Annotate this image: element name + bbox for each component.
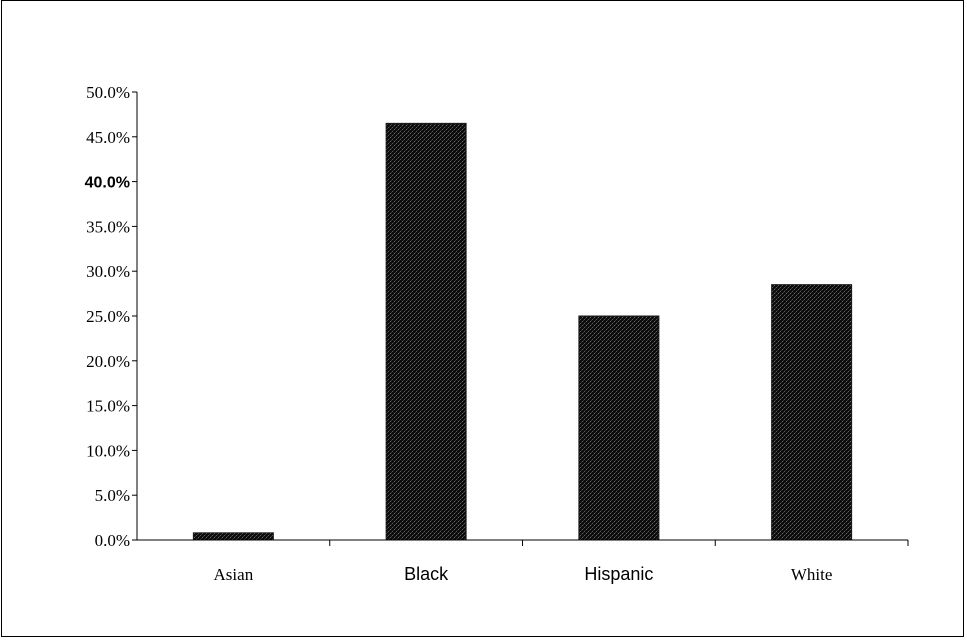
y-tick-label: 45.0% — [86, 128, 130, 147]
bar-asian — [192, 532, 274, 541]
x-tick-label-asian: Asian — [214, 565, 254, 584]
y-tick-label: 50.0% — [86, 83, 130, 102]
y-tick-label: 5.0% — [95, 486, 130, 505]
x-tick-label-black: Black — [404, 564, 449, 584]
y-tick-label: 40.0% — [85, 175, 130, 192]
y-tick-label: 35.0% — [86, 217, 130, 236]
bar-white — [771, 284, 853, 541]
x-tick-label-white: White — [791, 565, 833, 584]
bars — [192, 122, 853, 541]
y-tick-label: 25.0% — [86, 307, 130, 326]
y-tick-label: 20.0% — [86, 352, 130, 371]
y-tick-label: 0.0% — [95, 531, 130, 550]
x-tick-label-hispanic: Hispanic — [584, 564, 653, 584]
y-tick-label: 30.0% — [86, 262, 130, 281]
bar-hispanic — [578, 315, 660, 541]
y-axis-ticks: 0.0% 5.0% 10.0% 15.0% 20.0% 25.0% 30.0% 35.0% 40… — [85, 83, 137, 550]
x-axis-labels: Asian Black Hispanic White — [214, 540, 909, 584]
y-tick-label: 15.0% — [86, 397, 130, 416]
y-tick-label: 10.0% — [86, 441, 130, 460]
bar-black — [385, 122, 467, 541]
